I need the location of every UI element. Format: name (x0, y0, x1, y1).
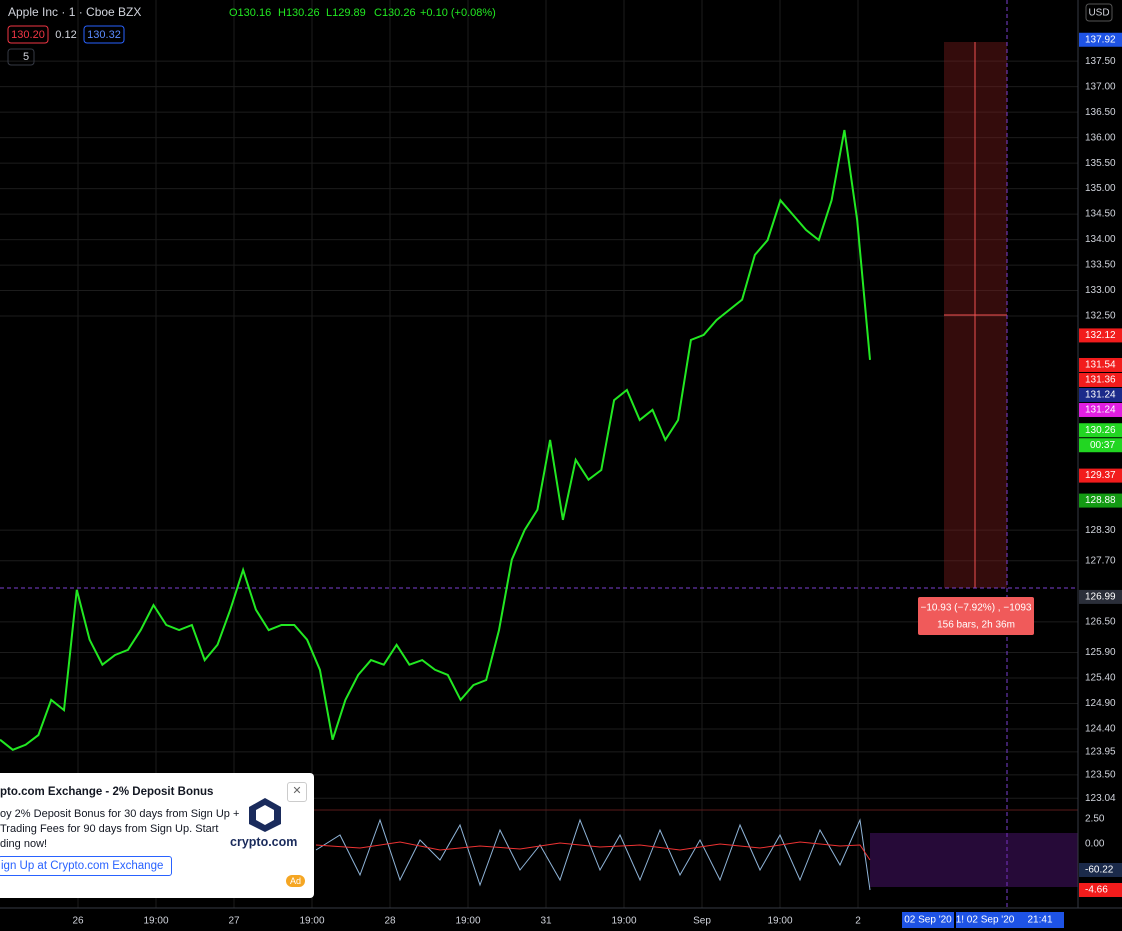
ad-banner: pto.com Exchange - 2% Deposit Bonus oy 2… (0, 773, 314, 898)
y-tick-label: 133.00 (1085, 285, 1116, 296)
oscillator-line (315, 818, 871, 891)
measure-change: −10.93 (−7.92%) , −1093 (921, 603, 1032, 614)
y-tick-label: 125.90 (1085, 647, 1116, 658)
price-tag (1079, 372, 1122, 387)
y-tick-label: 137.50 (1085, 56, 1116, 67)
x-tick-label: 19:00 (455, 916, 480, 927)
price-tag-label: 130.26 (1085, 425, 1116, 436)
y-tick-label: 132.50 (1085, 311, 1116, 322)
y-tick-label: 137.00 (1085, 81, 1116, 92)
x-tick-label: 19:00 (611, 916, 636, 927)
x-tick-label: 26 (72, 916, 84, 927)
price-tag-label: 128.88 (1085, 495, 1116, 506)
measure-box (918, 597, 1034, 635)
y-tick-label: 134.00 (1085, 234, 1116, 245)
x-tick-label: 27 (228, 916, 240, 927)
ad-text: oy 2% Deposit Bonus for 30 days from Sig… (0, 808, 240, 820)
oscillator-label: -4.66 (1085, 885, 1108, 896)
x-tick-label: 19:00 (299, 916, 324, 927)
x-tick-label: 19:00 (767, 916, 792, 927)
oscillator-band (870, 833, 1078, 887)
ad-text: Trading Fees for 90 days from Sign Up. S… (0, 823, 219, 835)
countdown-tag (1079, 438, 1122, 453)
currency: USD (1088, 8, 1109, 19)
price-tag-label: 132.12 (1085, 330, 1116, 341)
indicators-toggle[interactable] (7, 48, 35, 66)
ask: 130.32 (87, 29, 121, 41)
x-tick-label: Sep (693, 916, 711, 927)
y-tick-label: 128.30 (1085, 525, 1116, 536)
indicators-count: 5 (23, 51, 29, 63)
oscillator-label: 2.50 (1085, 814, 1105, 825)
y-tick-label: 123.50 (1085, 769, 1116, 780)
spread: 0.12 (55, 29, 76, 41)
bid: 130.20 (11, 29, 45, 41)
price-tag-label: 131.24 (1085, 390, 1116, 401)
price-tag-label: 131.54 (1085, 360, 1116, 371)
y-tick-label: 136.00 (1085, 132, 1116, 143)
ad-close[interactable]: ✕ (287, 782, 307, 802)
price-tag-label: 126.99 (1085, 592, 1116, 603)
ohlc: L129.89 (326, 7, 366, 19)
y-tick-label: 135.50 (1085, 158, 1116, 169)
ohlc: H130.26 (278, 7, 320, 19)
y-tick-label: 124.90 (1085, 698, 1116, 709)
currency-button[interactable] (1085, 3, 1113, 22)
oscillator-label: -60.22 (1085, 865, 1114, 876)
y-tick-label: 125.40 (1085, 673, 1116, 684)
price-tag-label: 129.37 (1085, 470, 1116, 481)
time-cursor: 02 Sep '20 (904, 915, 952, 926)
y-tick-label: 124.40 (1085, 724, 1116, 735)
symbol[interactable]: Apple Inc · 1 · Cboe BZX (8, 5, 141, 19)
price-axis (1078, 0, 1122, 931)
ad-text: ding now! (0, 838, 48, 850)
time-cursor-box (956, 912, 1064, 928)
oscillator-signal (315, 841, 871, 861)
x-tick-label: 28 (384, 916, 396, 927)
price-tag (1079, 468, 1122, 483)
oscillator-tag (1079, 863, 1122, 877)
price-tag (1079, 32, 1122, 47)
y-tick-label: 126.50 (1085, 617, 1116, 628)
x-tick-label: 31 (540, 916, 552, 927)
x-tick-label: 2 (855, 916, 861, 927)
price-tag (1079, 357, 1122, 372)
price-tag (1079, 493, 1122, 508)
price-tag (1079, 387, 1122, 402)
y-tick-label: 134.50 (1085, 209, 1116, 220)
price-tag (1079, 402, 1122, 417)
ohlc-change: +0.10 (+0.08%) (420, 7, 496, 19)
ad-brand: crypto.com (230, 835, 298, 849)
ad-badge: Ad (286, 875, 306, 887)
ask-box[interactable] (83, 25, 125, 44)
time-cursor: 1! 02 Sep '20 (956, 915, 1015, 926)
time-cursor-box (902, 912, 954, 928)
ad-logo (249, 798, 281, 832)
ad-title: pto.com Exchange - 2% Deposit Bonus (0, 786, 214, 798)
oscillator-tag (1079, 883, 1122, 897)
price-tag-label: 131.36 (1085, 375, 1116, 386)
price-line (0, 129, 871, 751)
y-tick-label: 123.04 (1085, 793, 1116, 804)
countdown: 00:37 (1090, 440, 1115, 451)
oscillator-label: 0.00 (1085, 839, 1105, 850)
ohlc: O130.16 (229, 7, 271, 19)
price-tag (1079, 328, 1122, 343)
bid-box[interactable] (7, 25, 49, 44)
ad-button[interactable]: ign Up at Crypto.com Exchange (0, 856, 173, 876)
y-tick-label: 127.70 (1085, 555, 1116, 566)
ohlc: C130.26 (374, 7, 416, 19)
y-tick-label: 136.50 (1085, 107, 1116, 118)
price-tag (1079, 589, 1122, 604)
y-tick-label: 135.00 (1085, 183, 1116, 194)
time-cursor: 21:41 (1027, 915, 1052, 926)
price-tag-label: 137.92 (1085, 34, 1116, 45)
x-tick-label: 19:00 (143, 916, 168, 927)
y-tick-label: 133.50 (1085, 260, 1116, 271)
price-tag (1079, 423, 1122, 438)
y-tick-label: 123.95 (1085, 747, 1116, 758)
measure-span: 156 bars, 2h 36m (937, 620, 1015, 631)
price-tag-label: 131.24 (1085, 405, 1116, 416)
